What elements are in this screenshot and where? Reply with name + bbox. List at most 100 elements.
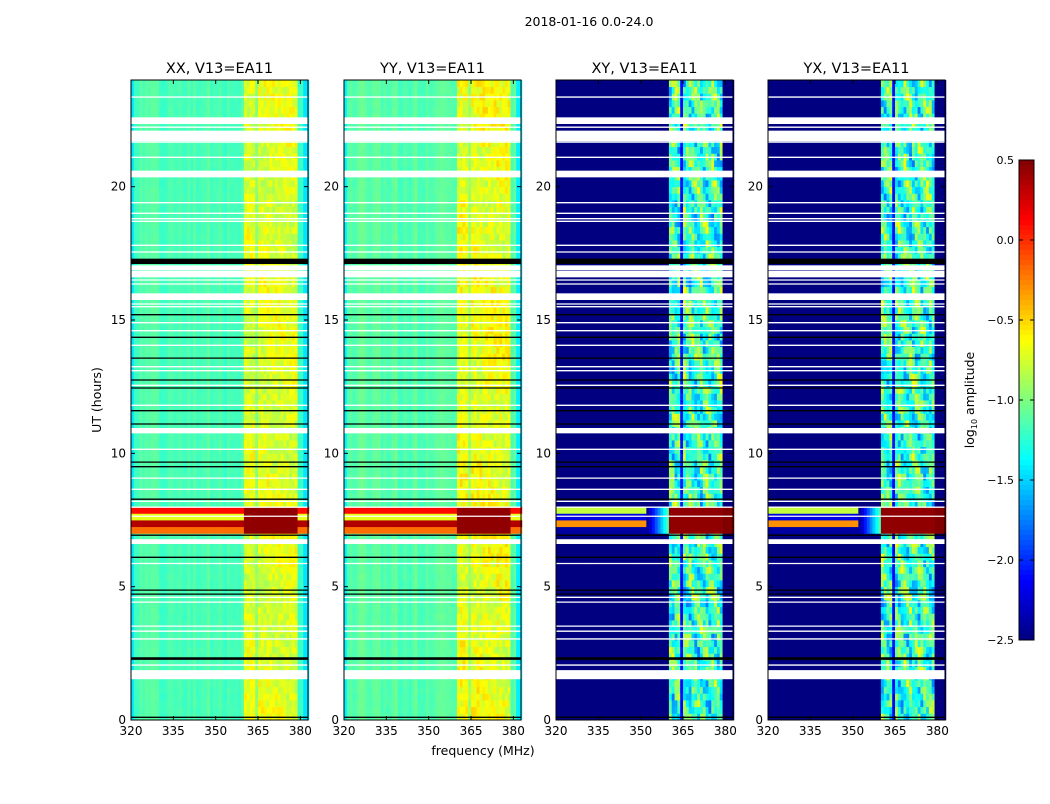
heatmap-cell [249, 480, 253, 488]
heatmap-cell [224, 626, 228, 634]
heatmap-cell [178, 353, 183, 361]
heatmap-cell [178, 346, 183, 354]
heatmap-cell [167, 186, 171, 194]
heatmap-cell [131, 446, 135, 454]
heatmap-cell [173, 580, 177, 588]
heatmap-cell [286, 386, 290, 394]
heatmap-cell [266, 600, 270, 608]
heatmap-cell [131, 206, 135, 214]
heatmap-cell [289, 400, 293, 408]
heatmap-cell [178, 233, 183, 241]
heatmap-cell [167, 266, 171, 274]
heatmap-cell [210, 286, 214, 294]
heatmap-cell [131, 360, 135, 368]
heatmap-cell [193, 446, 197, 454]
heatmap-cell [280, 640, 284, 648]
heatmap-cell [255, 233, 259, 241]
heatmap-cell [229, 506, 234, 514]
heatmap-cell [190, 246, 194, 254]
heatmap-cell [226, 233, 231, 241]
heatmap-cell [232, 606, 236, 614]
heatmap-cell [193, 440, 197, 448]
heatmap-cell [221, 633, 225, 641]
heatmap-cell [170, 360, 174, 368]
heatmap-cell [195, 200, 200, 208]
heatmap-cell [195, 360, 200, 368]
heatmap-cell [226, 320, 231, 328]
heatmap-cell [193, 580, 197, 588]
heatmap-cell [142, 453, 146, 461]
heatmap-cell [147, 286, 152, 294]
heatmap-cell [238, 353, 242, 361]
heatmap-cell [246, 320, 250, 328]
heatmap-cell [277, 640, 282, 648]
heatmap-cell [291, 520, 296, 528]
heatmap-cell [204, 393, 208, 401]
heatmap-cell [162, 533, 166, 541]
heatmap-cell [269, 700, 273, 708]
heatmap-cell [142, 186, 146, 194]
heatmap-cell [212, 546, 217, 554]
heatmap-cell [303, 413, 307, 421]
heatmap-cell [280, 480, 284, 488]
heatmap-cell [260, 706, 265, 714]
heatmap-cell [184, 233, 188, 241]
heatmap-cell [221, 573, 225, 581]
heatmap-cell [241, 633, 245, 641]
heatmap-cell [215, 520, 219, 528]
heatmap-cell [162, 206, 166, 214]
heatmap-cell [153, 226, 157, 234]
heatmap-cell [224, 500, 228, 508]
heatmap-cell [297, 546, 301, 554]
heatmap-cell [252, 653, 256, 661]
heatmap-cell [193, 500, 197, 508]
heatmap-cell [142, 680, 146, 688]
heatmap-cell [243, 360, 248, 368]
heatmap-cell [252, 686, 256, 694]
heatmap-cell [162, 473, 166, 481]
heatmap-cell [277, 206, 282, 214]
heatmap-cell [173, 693, 177, 701]
heatmap-cell [198, 386, 202, 394]
heatmap-cell [238, 393, 242, 401]
heatmap-cell [263, 346, 267, 354]
heatmap-cell [246, 686, 250, 694]
heatmap-cell [289, 373, 293, 381]
heatmap-cell [176, 440, 180, 448]
heatmap-cell [289, 700, 293, 708]
heatmap-cell [159, 380, 163, 388]
heatmap-cell [198, 213, 202, 221]
heatmap-cell [221, 500, 225, 508]
figure-suptitle: 2018-01-16 0.0-24.0 [525, 14, 654, 29]
heatmap-cell [269, 433, 273, 441]
heatmap-cell [167, 573, 171, 581]
heatmap-cell [255, 353, 259, 361]
heatmap-cell [260, 653, 265, 661]
heatmap-cell [303, 193, 307, 201]
heatmap-cell [133, 493, 138, 501]
heatmap-cell [193, 660, 197, 668]
heatmap-cell [147, 633, 152, 641]
heatmap-cell [201, 460, 205, 468]
heatmap-cell [204, 626, 208, 634]
heatmap-cell [258, 606, 262, 614]
heatmap-cell [303, 566, 307, 574]
heatmap-cell [181, 393, 186, 401]
heatmap-cell [280, 520, 284, 528]
heatmap-cell [153, 640, 157, 648]
heatmap-cell [139, 320, 143, 328]
heatmap-cell [176, 246, 180, 254]
heatmap-cell [289, 600, 293, 608]
heatmap-cell [280, 626, 284, 634]
heatmap-cell [226, 386, 231, 394]
heatmap-cell [215, 640, 219, 648]
heatmap-cell [303, 460, 307, 468]
heatmap-cell [241, 466, 245, 474]
heatmap-cell [187, 613, 191, 621]
heatmap-cell [204, 433, 208, 441]
heatmap-cell [260, 693, 265, 701]
heatmap-cell [283, 620, 287, 628]
heatmap-cell [243, 253, 248, 261]
heatmap-cell [243, 193, 248, 201]
